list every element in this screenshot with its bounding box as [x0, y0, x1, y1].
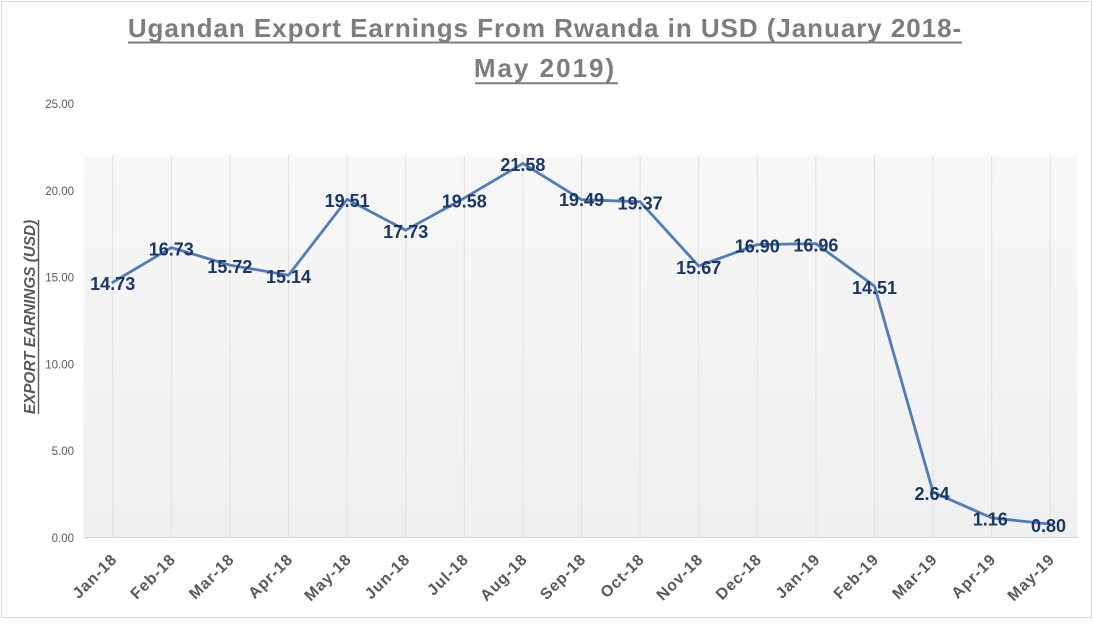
- svg-text:0.00: 0.00: [52, 533, 74, 545]
- svg-text:Jan-18: Jan-18: [70, 551, 121, 602]
- svg-text:0.80: 0.80: [1031, 516, 1066, 536]
- svg-text:May-19: May-19: [1005, 551, 1059, 605]
- svg-text:15.67: 15.67: [676, 258, 721, 278]
- svg-text:10.00: 10.00: [45, 359, 74, 371]
- svg-text:21.58: 21.58: [500, 155, 545, 175]
- svg-text:May 2019): May 2019): [474, 53, 616, 83]
- svg-text:Sep-18: Sep-18: [537, 551, 589, 603]
- svg-text:19.49: 19.49: [559, 190, 604, 210]
- svg-text:Ugandan Export Earnings From R: Ugandan Export Earnings From Rwanda in U…: [128, 13, 962, 43]
- svg-text:Mar-18: Mar-18: [186, 551, 238, 603]
- svg-text:25.00: 25.00: [45, 99, 74, 111]
- svg-text:16.90: 16.90: [735, 236, 780, 256]
- svg-text:Jan-19: Jan-19: [773, 551, 824, 602]
- svg-text:Feb-18: Feb-18: [128, 551, 180, 603]
- svg-text:17.73: 17.73: [383, 222, 428, 242]
- svg-text:15.14: 15.14: [266, 267, 311, 287]
- svg-text:5.00: 5.00: [52, 446, 74, 458]
- svg-text:1.16: 1.16: [973, 510, 1008, 530]
- svg-text:Dec-18: Dec-18: [713, 551, 765, 603]
- svg-text:Oct-18: Oct-18: [598, 551, 649, 602]
- svg-text:Apr-18: Apr-18: [245, 551, 296, 602]
- svg-text:15.00: 15.00: [45, 273, 74, 285]
- svg-text:Feb-19: Feb-19: [831, 551, 883, 603]
- svg-text:Mar-19: Mar-19: [889, 551, 941, 603]
- svg-text:15.72: 15.72: [207, 257, 252, 277]
- svg-text:19.58: 19.58: [442, 192, 487, 212]
- svg-text:19.37: 19.37: [618, 194, 663, 214]
- svg-text:Jun-18: Jun-18: [362, 551, 414, 603]
- svg-text:Nov-18: Nov-18: [654, 551, 707, 604]
- svg-text:14.51: 14.51: [852, 278, 897, 298]
- svg-text:Apr-19: Apr-19: [949, 551, 1000, 602]
- svg-text:May-18: May-18: [302, 551, 356, 605]
- svg-text:16.73: 16.73: [149, 239, 194, 259]
- svg-text:EXPORT EARNINGS (USD): EXPORT EARNINGS (USD): [22, 220, 39, 414]
- svg-text:19.51: 19.51: [325, 191, 370, 211]
- svg-text:20.00: 20.00: [45, 186, 74, 198]
- svg-text:Jul-18: Jul-18: [424, 551, 472, 599]
- svg-text:Aug-18: Aug-18: [477, 551, 531, 605]
- svg-text:14.73: 14.73: [90, 274, 135, 294]
- svg-text:2.64: 2.64: [914, 484, 949, 504]
- svg-text:16.96: 16.96: [793, 235, 838, 255]
